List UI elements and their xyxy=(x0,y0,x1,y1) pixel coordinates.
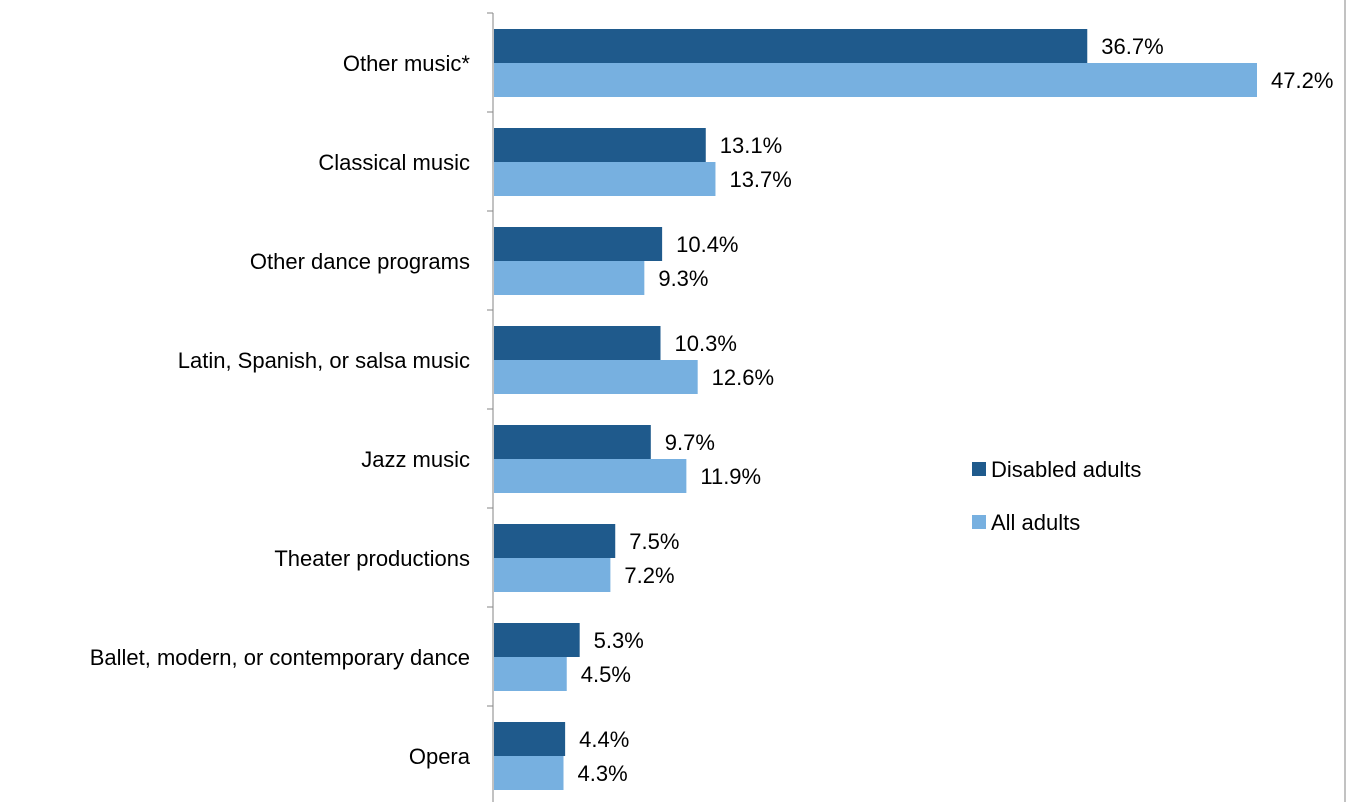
bar-disabled-adults xyxy=(494,623,580,657)
legend-swatch xyxy=(972,462,986,476)
data-label: 9.7% xyxy=(665,430,715,455)
category-label: Other music* xyxy=(343,51,471,76)
legend-label: Disabled adults xyxy=(991,457,1141,482)
category-label: Theater productions xyxy=(274,546,470,571)
category-label: Latin, Spanish, or salsa music xyxy=(178,348,470,373)
bar-disabled-adults xyxy=(494,326,661,360)
bar-disabled-adults xyxy=(494,128,706,162)
data-label: 13.1% xyxy=(720,133,782,158)
bar-all-adults xyxy=(494,360,698,394)
bar-all-adults xyxy=(494,63,1257,97)
bar-all-adults xyxy=(494,261,645,295)
data-label: 36.7% xyxy=(1101,34,1163,59)
category-label: Ballet, modern, or contemporary dance xyxy=(90,645,470,670)
bar-all-adults xyxy=(494,657,567,691)
bar-all-adults xyxy=(494,459,687,493)
data-label: 11.9% xyxy=(700,464,761,489)
bar-all-adults xyxy=(494,558,611,592)
data-label: 4.3% xyxy=(578,761,628,786)
bar-disabled-adults xyxy=(494,524,616,558)
data-label: 7.5% xyxy=(629,529,679,554)
bars-layer xyxy=(494,29,1257,790)
category-label: Other dance programs xyxy=(250,249,470,274)
bar-disabled-adults xyxy=(494,29,1088,63)
category-label: Opera xyxy=(409,744,471,769)
legend: Disabled adults All adults xyxy=(972,457,1141,535)
bar-disabled-adults xyxy=(494,425,651,459)
bar-disabled-adults xyxy=(494,227,663,261)
legend-label: All adults xyxy=(991,510,1080,535)
legend-swatch xyxy=(972,515,986,529)
data-label: 10.4% xyxy=(676,232,738,257)
data-label: 4.5% xyxy=(581,662,631,687)
data-label: 47.2% xyxy=(1271,68,1333,93)
labels-layer: 36.7% 47.2% Other music* 13.1% 13.7% Classica… xyxy=(90,34,1334,786)
bar-all-adults xyxy=(494,162,716,196)
bar-disabled-adults xyxy=(494,722,566,756)
data-label: 7.2% xyxy=(624,563,674,588)
data-label: 12.6% xyxy=(712,365,774,390)
category-label: Classical music xyxy=(318,150,470,175)
data-label: 10.3% xyxy=(675,331,737,356)
axis-layer xyxy=(487,0,1346,802)
data-label: 13.7% xyxy=(729,167,791,192)
bar-all-adults xyxy=(494,756,564,790)
data-label: 5.3% xyxy=(594,628,644,653)
data-label: 4.4% xyxy=(579,727,629,752)
data-label: 9.3% xyxy=(658,266,708,291)
category-label: Jazz music xyxy=(361,447,470,472)
